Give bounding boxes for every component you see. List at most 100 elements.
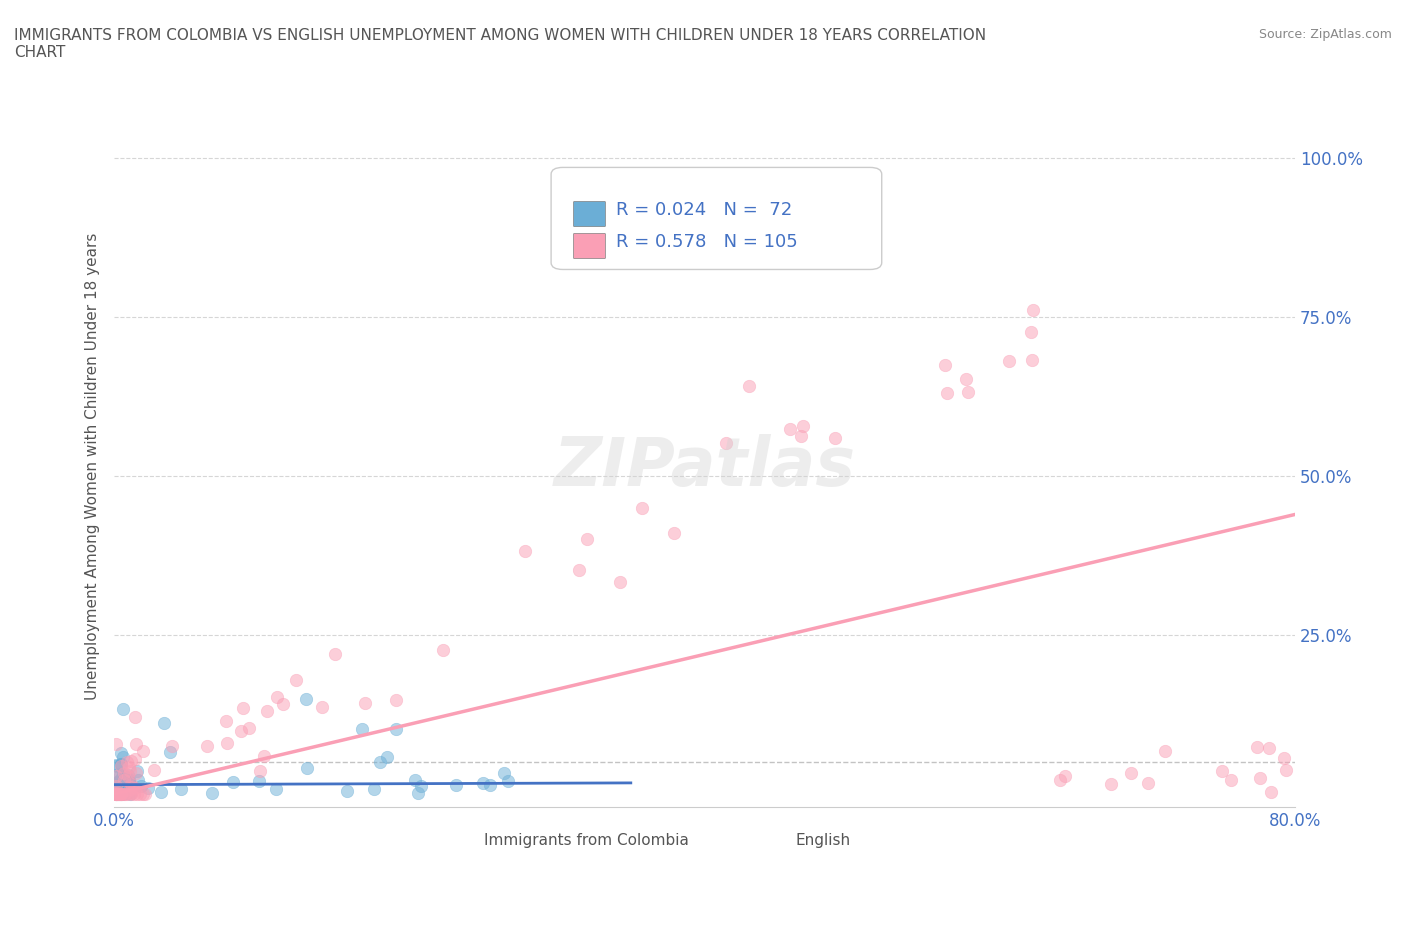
Point [105, 785, 128, 800]
Point [1099, 776, 1122, 790]
Point [115, 754, 138, 769]
Point [136, 780, 159, 795]
Point [110, 787, 132, 802]
Point [1310, 785, 1333, 800]
Point [385, 722, 408, 737]
Point [127, 787, 149, 802]
Point [129, 787, 152, 802]
Point [957, 384, 980, 399]
Point [121, 780, 143, 795]
Point [110, 746, 132, 761]
Text: ZIPatlas: ZIPatlas [554, 433, 856, 499]
Point [824, 431, 846, 445]
Point [122, 786, 145, 801]
Point [129, 779, 152, 794]
Point [247, 774, 270, 789]
Point [1260, 785, 1282, 800]
Point [118, 784, 141, 799]
Point [409, 778, 432, 793]
Point [1154, 744, 1177, 759]
Point [104, 784, 127, 799]
Point [568, 563, 591, 578]
Point [375, 750, 398, 764]
Point [108, 782, 131, 797]
Point [115, 779, 138, 794]
Point [124, 737, 146, 751]
Point [120, 787, 142, 802]
Point [131, 744, 153, 759]
Point [124, 751, 146, 766]
Point [105, 778, 128, 793]
Point [117, 771, 139, 786]
Point [385, 692, 408, 707]
FancyBboxPatch shape [574, 202, 606, 227]
Point [149, 784, 172, 799]
Point [955, 372, 977, 387]
Point [110, 785, 132, 800]
Point [1049, 773, 1071, 788]
Point [111, 780, 134, 795]
Point [492, 766, 515, 781]
Point [114, 784, 136, 799]
Point [714, 436, 737, 451]
Point [112, 772, 135, 787]
Point [1309, 785, 1331, 800]
Text: IMMIGRANTS FROM COLOMBIA VS ENGLISH UNEMPLOYMENT AMONG WOMEN WITH CHILDREN UNDER: IMMIGRANTS FROM COLOMBIA VS ENGLISH UNEM… [14, 28, 986, 60]
Point [118, 779, 141, 794]
Point [363, 781, 385, 796]
FancyBboxPatch shape [762, 841, 786, 862]
Point [104, 737, 127, 751]
Point [1322, 755, 1344, 770]
Point [104, 785, 127, 800]
Point [576, 531, 599, 546]
Point [111, 750, 134, 764]
Point [201, 785, 224, 800]
Point [104, 787, 127, 802]
Point [112, 766, 135, 781]
Point [256, 704, 278, 719]
Point [112, 701, 135, 716]
Point [118, 774, 141, 789]
Point [264, 782, 287, 797]
Point [1272, 751, 1295, 765]
Point [1021, 353, 1043, 368]
Point [104, 757, 127, 772]
Point [120, 753, 142, 768]
Point [1258, 740, 1281, 755]
Point [104, 787, 127, 802]
Point [1249, 771, 1271, 786]
Point [127, 773, 149, 788]
Point [1019, 325, 1042, 339]
Point [104, 787, 127, 802]
Point [215, 736, 238, 751]
Point [249, 764, 271, 778]
Point [124, 710, 146, 724]
Point [297, 761, 319, 776]
Point [105, 781, 128, 796]
Point [110, 784, 132, 799]
Point [114, 787, 136, 802]
Point [195, 738, 218, 753]
Point [107, 787, 129, 802]
Point [115, 769, 138, 784]
Point [1312, 770, 1334, 785]
Point [222, 774, 245, 789]
Point [471, 775, 494, 790]
Point [1320, 738, 1343, 753]
Point [478, 777, 501, 792]
Point [118, 773, 141, 788]
Point [779, 422, 801, 437]
Point [1220, 773, 1243, 788]
Point [118, 786, 141, 801]
Point [110, 787, 132, 802]
Point [432, 643, 454, 658]
Point [232, 700, 254, 715]
Point [1353, 756, 1375, 771]
Point [444, 777, 467, 792]
Point [107, 778, 129, 793]
Point [1137, 776, 1160, 790]
Point [104, 769, 127, 784]
Point [117, 768, 139, 783]
Point [609, 575, 631, 590]
Point [107, 776, 129, 790]
